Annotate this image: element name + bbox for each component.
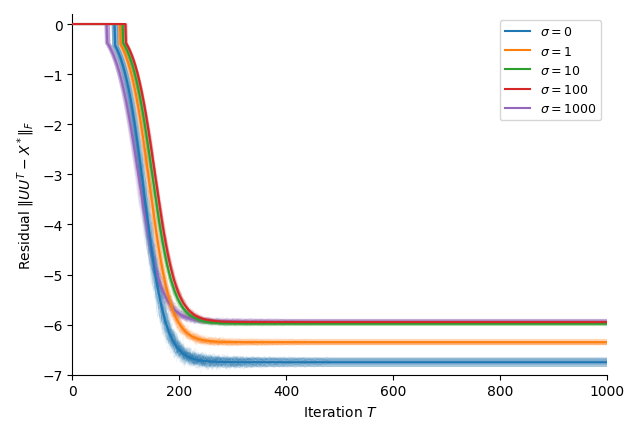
Y-axis label: Residual $\|UU^T - X^*\|_F$: Residual $\|UU^T - X^*\|_F$	[15, 120, 36, 270]
$\sigma = 1000$	[68, 23, 76, 28]
$\sigma = 10$	[312, 321, 319, 326]
$\sigma = 100$	[486, 320, 493, 325]
$\sigma = 10$	[68, 23, 76, 28]
$\sigma = 100$	[604, 320, 611, 325]
$\sigma = 0$	[304, 360, 312, 365]
$\sigma = 0$	[506, 360, 513, 365]
Line: $\sigma = 0$: $\sigma = 0$	[72, 25, 607, 362]
$\sigma = 10$	[101, 23, 109, 28]
$\sigma = 100$	[177, 296, 185, 301]
$\sigma = 100$	[68, 23, 76, 28]
$\sigma = 1000$	[486, 319, 493, 325]
$\sigma = 1000$	[542, 319, 550, 325]
$\sigma = 1$	[578, 340, 586, 345]
$\sigma = 100$	[578, 320, 586, 325]
$\sigma = 10$	[578, 321, 586, 326]
$\sigma = 0$	[177, 349, 185, 355]
$\sigma = 1$	[309, 340, 317, 345]
$\sigma = 10$	[542, 321, 550, 326]
Line: $\sigma = 100$: $\sigma = 100$	[72, 25, 607, 322]
$\sigma = 1$	[604, 340, 611, 345]
$\sigma = 1$	[506, 340, 513, 345]
Line: $\sigma = 1000$: $\sigma = 1000$	[72, 25, 607, 322]
$\sigma = 1$	[177, 324, 185, 329]
$\sigma = 100$	[315, 320, 323, 325]
$\sigma = 1$	[542, 340, 550, 345]
$\sigma = 0$	[578, 360, 586, 365]
$\sigma = 1$	[101, 23, 109, 28]
Line: $\sigma = 1$: $\sigma = 1$	[72, 25, 607, 342]
Line: $\sigma = 10$: $\sigma = 10$	[72, 25, 607, 324]
X-axis label: Iteration $T$: Iteration $T$	[303, 404, 377, 419]
$\sigma = 10$	[604, 321, 611, 326]
$\sigma = 1000$	[177, 312, 185, 318]
$\sigma = 0$	[101, 23, 109, 28]
$\sigma = 1000$	[101, 23, 109, 28]
$\sigma = 10$	[486, 321, 493, 326]
$\sigma = 100$	[101, 23, 109, 28]
$\sigma = 100$	[542, 320, 550, 325]
$\sigma = 1$	[486, 340, 493, 345]
$\sigma = 0$	[68, 23, 76, 28]
$\sigma = 0$	[486, 360, 493, 365]
Legend: $\sigma = 0$, $\sigma = 1$, $\sigma = 10$, $\sigma = 100$, $\sigma = 1000$: $\sigma = 0$, $\sigma = 1$, $\sigma = 10…	[500, 21, 601, 121]
$\sigma = 10$	[506, 321, 513, 326]
$\sigma = 1000$	[604, 319, 611, 325]
$\sigma = 10$	[177, 302, 185, 308]
$\sigma = 1000$	[309, 319, 317, 325]
$\sigma = 100$	[506, 320, 513, 325]
$\sigma = 1000$	[578, 319, 586, 325]
$\sigma = 0$	[542, 360, 550, 365]
$\sigma = 1$	[68, 23, 76, 28]
$\sigma = 1000$	[506, 319, 513, 325]
$\sigma = 0$	[604, 360, 611, 365]
